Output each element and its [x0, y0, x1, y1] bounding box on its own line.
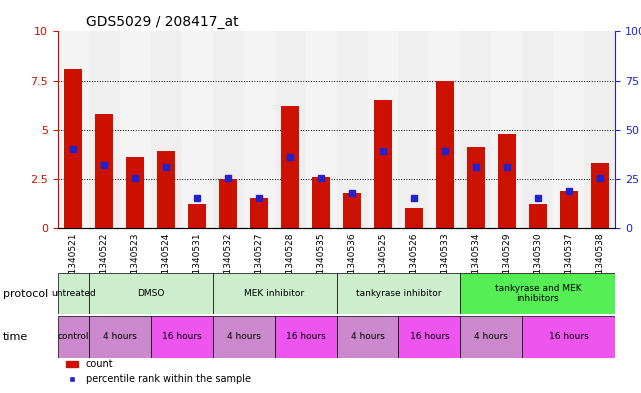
Bar [399, 316, 460, 358]
Bar [120, 31, 151, 228]
Bar [460, 273, 615, 314]
Bar [337, 31, 367, 228]
Bar [88, 273, 213, 314]
Bar [590, 163, 609, 228]
Bar [151, 31, 181, 228]
Text: MEK inhibitor: MEK inhibitor [244, 289, 304, 298]
Text: 16 hours: 16 hours [410, 332, 449, 342]
Text: 16 hours: 16 hours [162, 332, 201, 342]
Bar [367, 31, 399, 228]
Text: 4 hours: 4 hours [351, 332, 385, 342]
Bar [151, 316, 213, 358]
Bar [492, 31, 522, 228]
Bar [460, 316, 522, 358]
Bar [157, 151, 176, 228]
Bar [244, 31, 274, 228]
Bar [213, 316, 274, 358]
Bar [58, 31, 88, 228]
Bar [88, 31, 120, 228]
Bar [497, 134, 516, 228]
Text: time: time [3, 332, 28, 342]
Text: 4 hours: 4 hours [474, 332, 508, 342]
Text: control: control [58, 332, 89, 342]
Bar [460, 31, 492, 228]
Text: 4 hours: 4 hours [103, 332, 137, 342]
Bar [436, 81, 454, 228]
Bar [337, 316, 399, 358]
Bar [95, 114, 113, 228]
Text: protocol: protocol [3, 289, 49, 299]
Bar [529, 204, 547, 228]
Bar [404, 208, 423, 228]
Bar [250, 198, 269, 228]
Bar [213, 273, 337, 314]
Bar [312, 177, 330, 228]
Bar [560, 191, 578, 228]
Text: tankyrase inhibitor: tankyrase inhibitor [356, 289, 441, 298]
Bar [274, 316, 337, 358]
Bar [343, 193, 362, 228]
Bar [274, 31, 306, 228]
Bar [281, 106, 299, 228]
Text: untreated: untreated [51, 289, 96, 298]
Bar [585, 31, 615, 228]
Text: 16 hours: 16 hours [286, 332, 326, 342]
Bar [522, 31, 553, 228]
Bar [88, 316, 151, 358]
Bar [374, 100, 392, 228]
Text: DMSO: DMSO [137, 289, 164, 298]
Text: tankyrase and MEK
inhibitors: tankyrase and MEK inhibitors [495, 284, 581, 303]
Bar [64, 69, 83, 228]
Bar [58, 273, 88, 314]
Bar [467, 147, 485, 228]
Bar [553, 31, 585, 228]
Legend: count, percentile rank within the sample: count, percentile rank within the sample [63, 356, 254, 388]
Bar [306, 31, 337, 228]
Bar [219, 179, 237, 228]
Bar [522, 316, 615, 358]
Bar [58, 316, 88, 358]
Bar [399, 31, 429, 228]
Text: 16 hours: 16 hours [549, 332, 589, 342]
Bar [188, 204, 206, 228]
Text: 4 hours: 4 hours [227, 332, 260, 342]
Bar [181, 31, 213, 228]
Bar [126, 157, 144, 228]
Text: GDS5029 / 208417_at: GDS5029 / 208417_at [86, 15, 238, 29]
Bar [429, 31, 460, 228]
Bar [213, 31, 244, 228]
Bar [337, 273, 460, 314]
